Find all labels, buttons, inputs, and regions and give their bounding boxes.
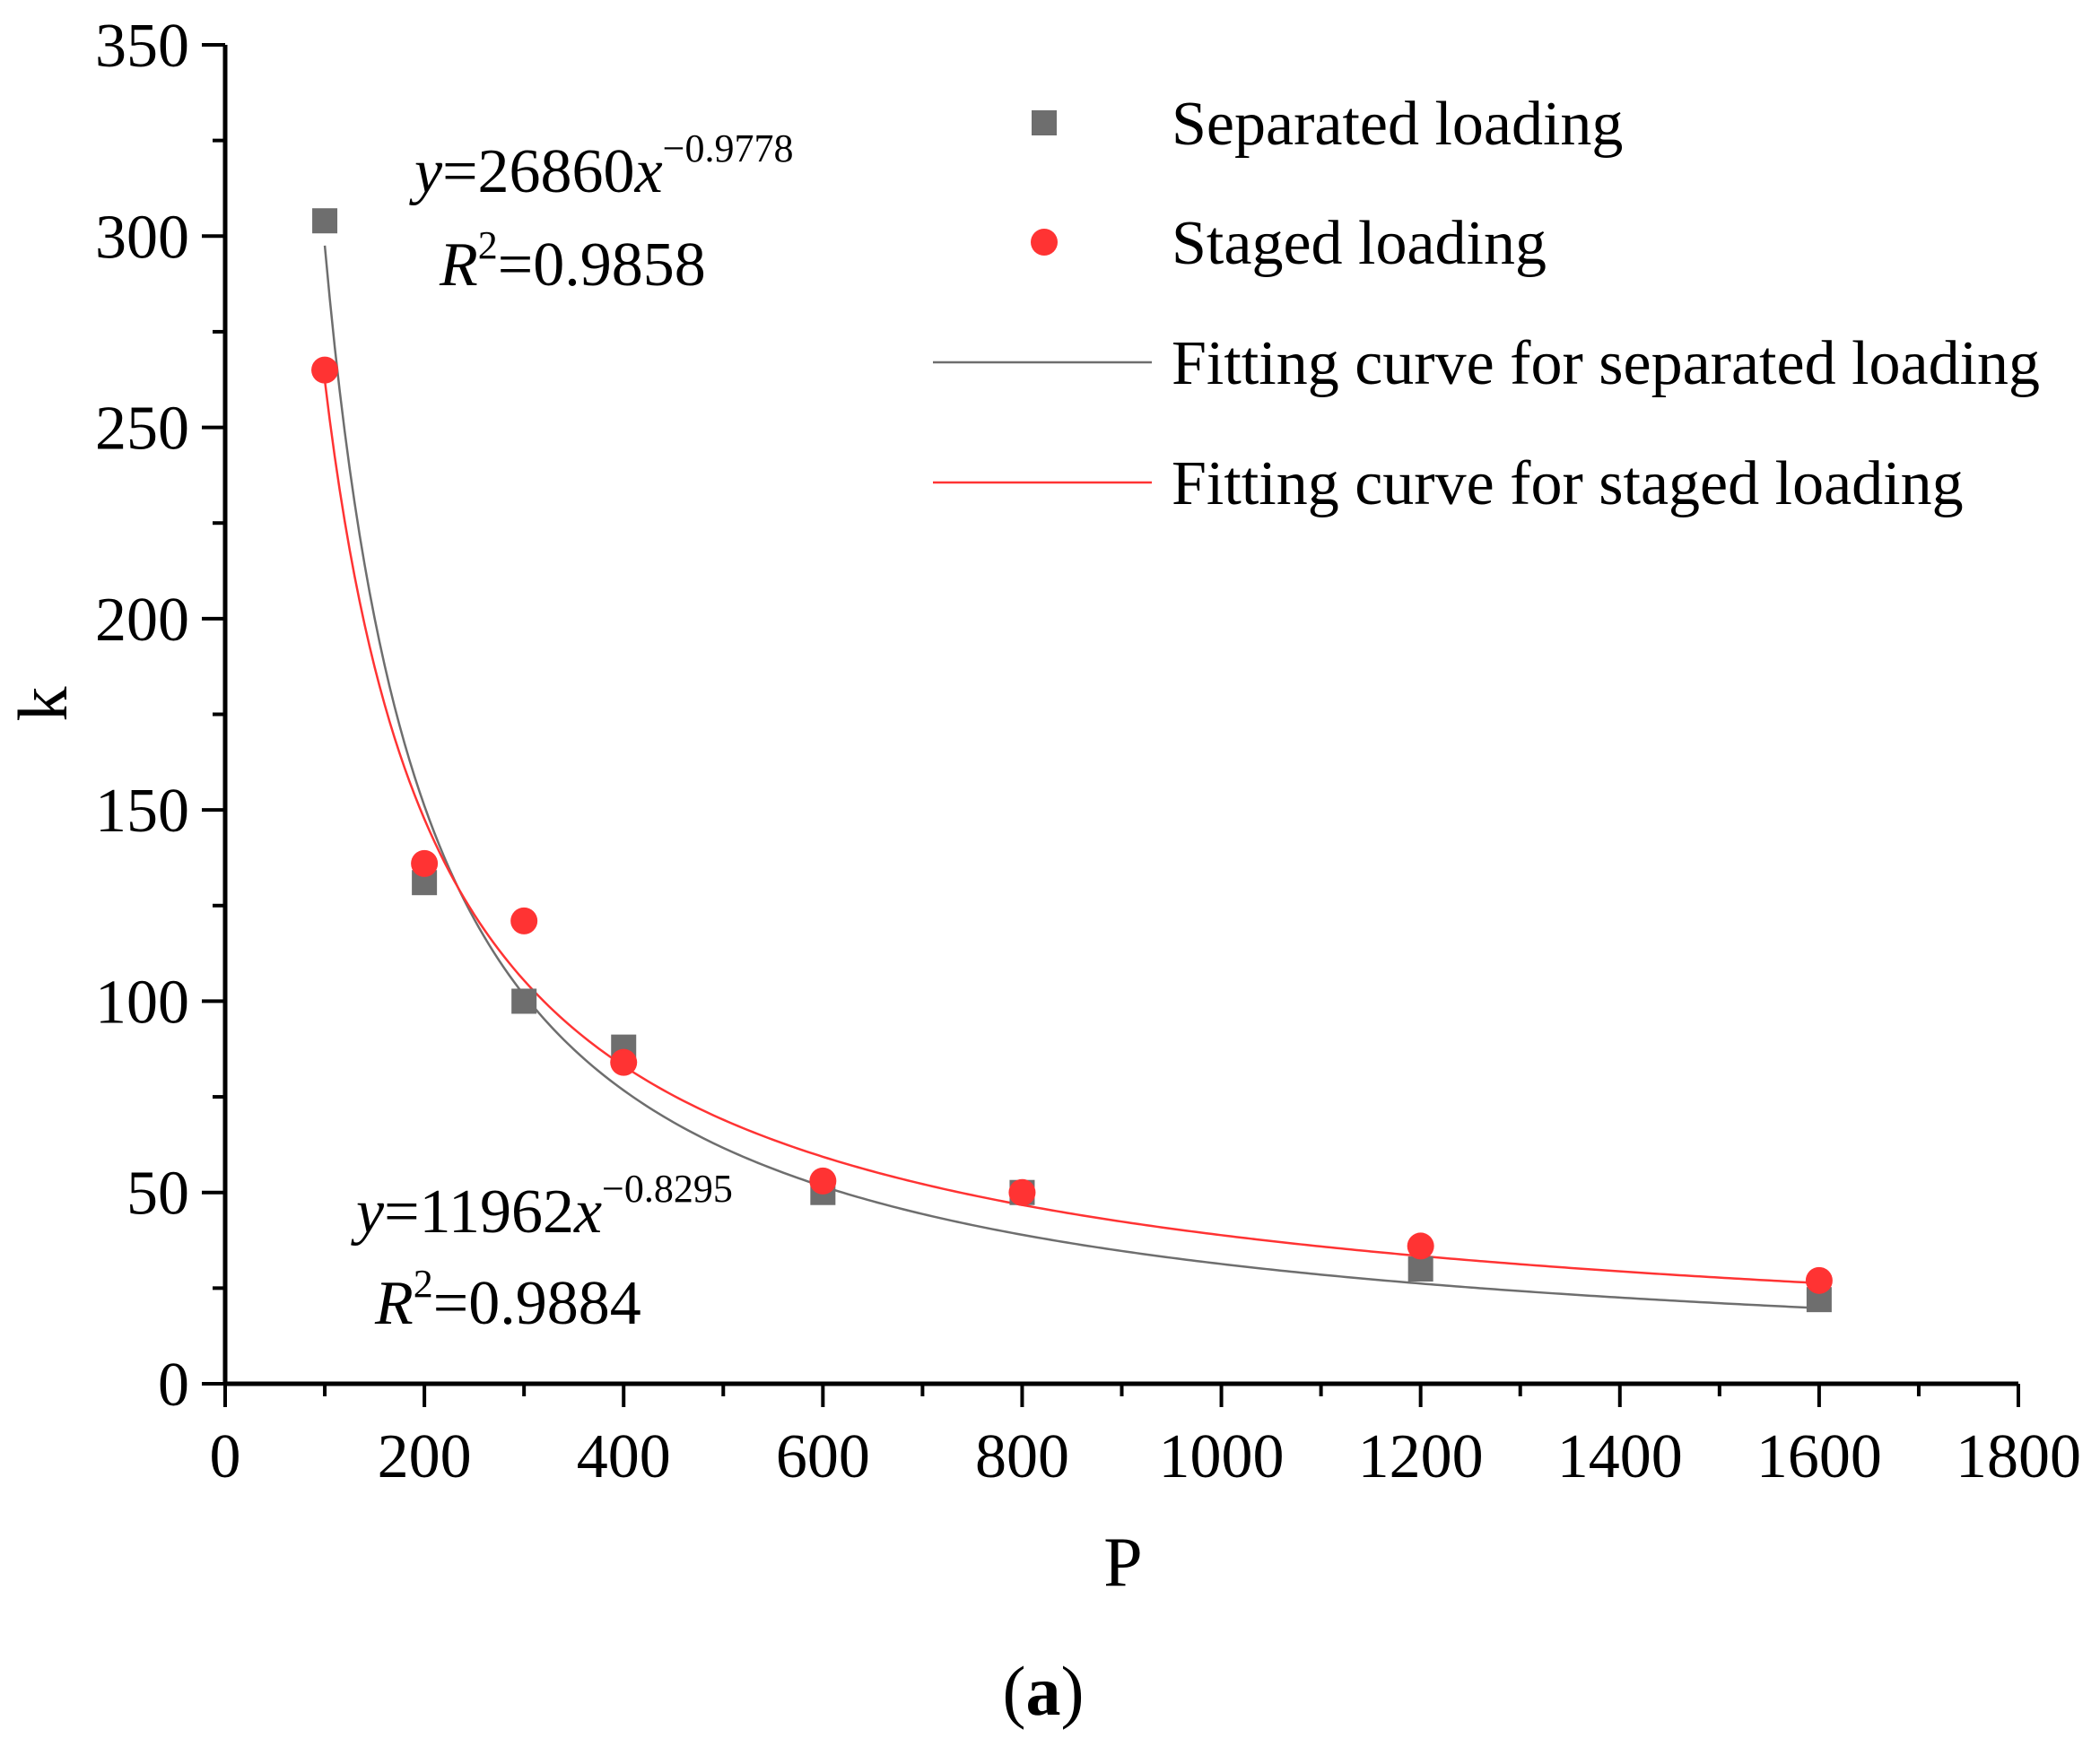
- y-axis-title: k: [4, 687, 82, 722]
- x-tick-label: 200: [378, 1422, 472, 1491]
- x-tick-label: 1200: [1358, 1422, 1484, 1491]
- separated-loading-point: [312, 208, 338, 234]
- x-tick-label: 1600: [1756, 1422, 1882, 1491]
- staged-fit-r2: R2=0.9884: [374, 1262, 641, 1338]
- x-tick-label: 800: [975, 1422, 1069, 1491]
- y-tick-label: 50: [126, 1160, 189, 1229]
- separated-loading-point: [511, 988, 537, 1014]
- staged-loading-point: [311, 356, 339, 384]
- r2-value: =0.9858: [498, 230, 706, 300]
- r2-value: =0.9884: [433, 1269, 641, 1338]
- x-tick-label: 1400: [1557, 1422, 1683, 1491]
- staged-loading-point: [610, 1048, 638, 1076]
- eq-xvar: x: [573, 1177, 602, 1247]
- y-tick-label: 150: [95, 777, 189, 846]
- staged-loading-point: [411, 849, 439, 877]
- axes: 0 200 400 600 800 1000 1200 1400 1600 1800 0 50 100 1…: [95, 12, 2081, 1491]
- x-tick-label: 1000: [1159, 1422, 1285, 1491]
- legend-label-separated-fit: Fitting curve for separated loading: [1172, 329, 2040, 398]
- legend: Separated loading Staged loading Fitting…: [933, 90, 2040, 518]
- legend-label-staged-fit: Fitting curve for staged loading: [1172, 449, 1964, 518]
- panel-label-close: ): [1061, 1652, 1085, 1730]
- staged-loading-point: [510, 907, 538, 934]
- panel-label: (a): [1003, 1652, 1085, 1730]
- eq-exponent: −0.9778: [663, 126, 794, 170]
- eq-var: y: [351, 1177, 385, 1247]
- y-tick-label: 100: [95, 968, 189, 1037]
- y-tick-label: 300: [95, 203, 189, 272]
- x-tick-label: 400: [577, 1422, 671, 1491]
- separated-loading-point: [1407, 1256, 1433, 1282]
- staged-loading-point: [1805, 1266, 1833, 1294]
- y-tick-label: 0: [158, 1351, 189, 1420]
- panel-label-open: (: [1003, 1652, 1026, 1730]
- y-tick-label: 250: [95, 395, 189, 464]
- r2-exponent: 2: [414, 1262, 433, 1306]
- staged-loading-point: [809, 1167, 837, 1195]
- x-tick-label: 1800: [1956, 1422, 2081, 1491]
- eq-var: y: [409, 137, 443, 206]
- y-tick-label: 200: [95, 586, 189, 655]
- x-tick-label: 0: [210, 1422, 241, 1491]
- fit-curves: [323, 245, 1819, 1309]
- legend-marker-staged: [1031, 229, 1058, 256]
- data-points: [311, 208, 1833, 1313]
- r2-var: R: [439, 230, 478, 300]
- separated-fit-equation: y=26860x−0.9778: [409, 126, 793, 206]
- staged-fit-equation: y=11962x−0.8295: [351, 1167, 733, 1247]
- separated-fit-r2: R2=0.9858: [439, 223, 706, 300]
- fit-curve-fitting-curve-for-staged-loading: [323, 379, 1819, 1285]
- eq-coefficient: =11962: [384, 1177, 574, 1247]
- staged-loading-point: [1008, 1178, 1036, 1206]
- r2-var: R: [374, 1269, 414, 1338]
- r2-exponent: 2: [478, 223, 498, 267]
- legend-marker-separated: [1032, 110, 1057, 135]
- staged-loading-point: [1407, 1232, 1434, 1260]
- legend-label-staged: Staged loading: [1172, 209, 1547, 278]
- fit-curve-fitting-curve-for-separated-loading: [323, 245, 1819, 1309]
- eq-coefficient: =26860: [442, 137, 634, 206]
- legend-label-separated: Separated loading: [1172, 90, 1623, 159]
- x-axis-title: P: [1103, 1523, 1142, 1601]
- eq-exponent: −0.8295: [602, 1167, 733, 1211]
- eq-xvar: x: [634, 137, 663, 206]
- y-tick-label: 350: [95, 12, 189, 81]
- panel-label-letter: a: [1026, 1652, 1061, 1730]
- x-tick-label: 600: [776, 1422, 870, 1491]
